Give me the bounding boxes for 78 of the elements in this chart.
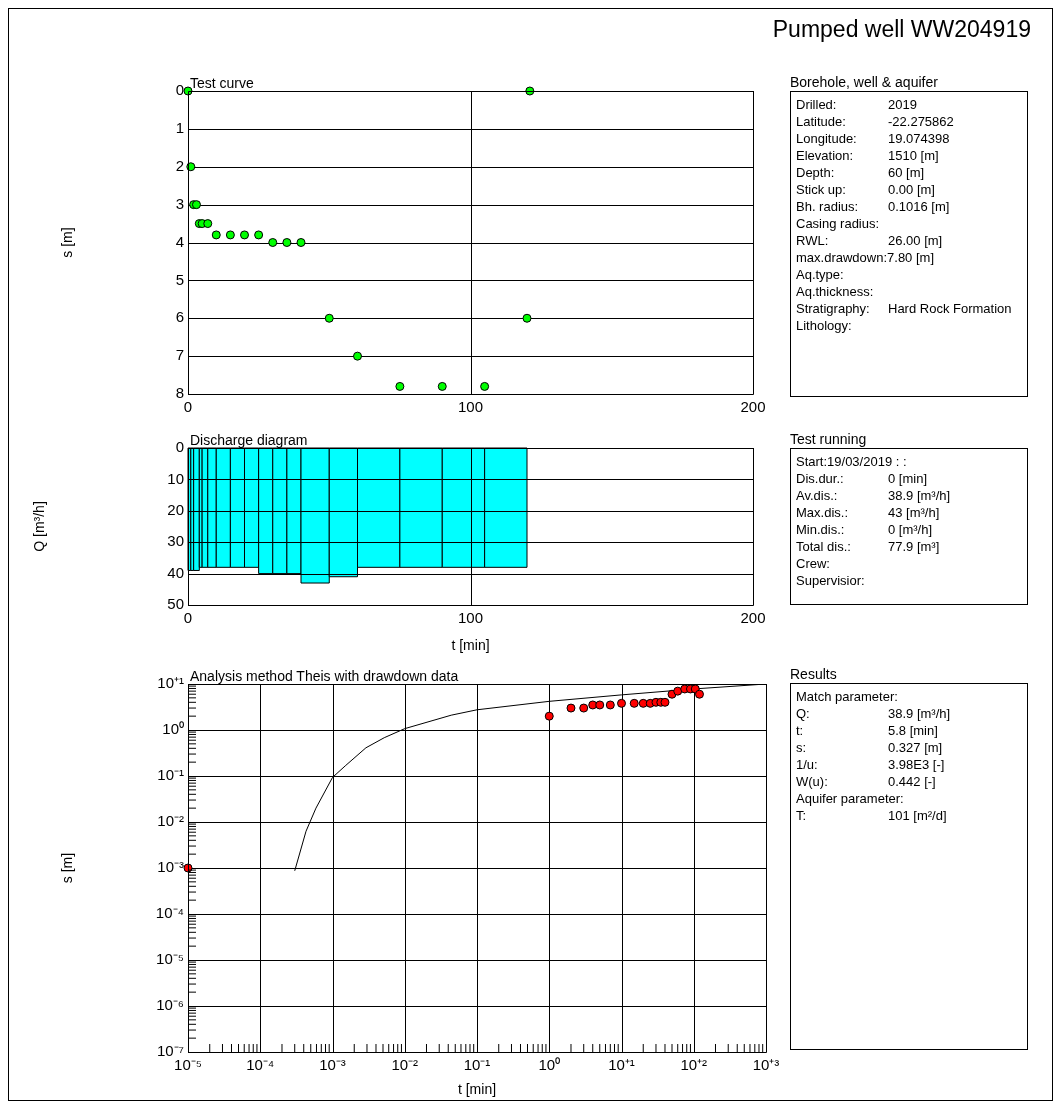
y-tick-label: 40	[167, 563, 184, 581]
x-tick-label: 200	[740, 608, 766, 626]
text: W(u): 0.442 [-]	[796, 774, 936, 789]
text: Aq.type:	[796, 266, 844, 283]
text: Max.dis.: 43 [m³/h]	[796, 505, 940, 520]
y-tick-label: 20	[167, 500, 184, 518]
text: Av.dis.: 38.9 [m³/h]	[796, 488, 951, 503]
text: RWL: 26.00 [m]	[796, 233, 943, 248]
x-tick-label: 200	[740, 397, 766, 415]
chart-title: Analysis method Theis with drawdown data	[190, 667, 459, 684]
y-tick-label: 10⁻⁶	[156, 996, 184, 1014]
text: Lithology:	[796, 317, 852, 334]
text: Stratigraphy: Hard Rock Formation	[796, 301, 1012, 316]
text: Elevation: 1510 [m]	[796, 148, 939, 163]
text: Results	[790, 665, 838, 683]
x-tick-label: 100	[457, 608, 484, 626]
text: Aquifer parameter:	[796, 790, 904, 807]
text: s: 0.327 [m]	[796, 740, 943, 755]
text: Casing radius:	[796, 215, 880, 232]
y-tick-label: 8	[175, 384, 184, 402]
text: Supervisior:	[796, 572, 865, 589]
y-tick-label: 2	[175, 156, 184, 174]
y-tick-label: 10⁺¹	[157, 674, 184, 692]
text: Longitude: 19.074398	[796, 131, 950, 146]
text: T: 101 [m²/d]	[796, 808, 947, 823]
text: Q: 38.9 [m³/h]	[796, 706, 951, 721]
y-tick-label: 10⁰	[162, 720, 184, 738]
x-tick-label: 10⁻³	[319, 1055, 346, 1073]
y-tick-label: 10⁻²	[157, 812, 184, 830]
chart-title: Discharge diagram	[190, 431, 308, 448]
y-axis-title: Q [m³/h]	[30, 501, 47, 552]
text: max.drawdown:7.80 [m]	[796, 249, 935, 266]
text: Aq.thickness:	[796, 283, 874, 300]
text: Pumped well WW204919	[772, 16, 1031, 43]
y-tick-label: 10⁻⁴	[155, 904, 184, 922]
x-tick-label: 10⁰	[538, 1055, 561, 1073]
text: Test running	[790, 430, 868, 448]
y-tick-label: 3	[175, 194, 184, 212]
y-tick-label: 30	[167, 532, 184, 550]
text: Stick up: 0.00 [m]	[796, 182, 935, 197]
chart-title: Test curve	[190, 74, 255, 91]
y-tick-label: 7	[175, 346, 184, 364]
y-tick-label: 6	[175, 308, 184, 326]
text: Latitude: -22.275862	[796, 114, 954, 129]
y-tick-label: 1	[175, 119, 184, 137]
x-axis-title: t [min]	[451, 636, 490, 653]
x-tick-label: 10⁻¹	[463, 1055, 491, 1073]
y-tick-label: 10⁻¹	[157, 766, 184, 784]
x-tick-label: 10⁺²	[680, 1055, 708, 1073]
text: 1/u: 3.98E3 [-]	[796, 757, 945, 772]
x-tick-label: 10⁺¹	[608, 1055, 635, 1073]
text: Crew:	[796, 555, 830, 572]
text: t: 5.8 [min]	[796, 723, 938, 738]
y-axis-title: s [m]	[58, 227, 75, 258]
y-tick-label: 0	[175, 81, 184, 99]
text: Depth: 60 [m]	[796, 165, 925, 180]
y-tick-label: 10	[167, 469, 184, 487]
text: Total dis.: 77.9 [m³]	[796, 539, 940, 554]
text: Start:19/03/2019 : :	[796, 453, 907, 470]
x-tick-label: 10⁻⁴	[246, 1055, 275, 1073]
x-tick-label: 10⁺³	[752, 1055, 780, 1073]
text: Dis.dur.: 0 [min]	[796, 471, 928, 486]
text: Drilled: 2019	[796, 97, 917, 112]
y-tick-label: 4	[175, 232, 184, 250]
text: Bh. radius: 0.1016 [m]	[796, 199, 950, 214]
y-tick-label: 10⁻⁷	[156, 1042, 184, 1060]
text: Borehole, well & aquifer	[790, 73, 939, 91]
y-tick-label: 10⁻³	[157, 858, 184, 876]
x-tick-label: 10⁻²	[391, 1055, 419, 1073]
y-tick-label: 0	[175, 438, 184, 456]
y-tick-label: 50	[167, 595, 184, 613]
y-axis-title: s [m]	[58, 852, 75, 884]
x-axis-title: t [min]	[457, 1080, 497, 1097]
y-tick-label: 5	[175, 270, 184, 288]
y-tick-label: 10⁻⁵	[156, 950, 184, 968]
x-tick-label: 100	[457, 397, 484, 415]
text: Match parameter:	[796, 688, 898, 705]
text: Min.dis.: 0 [m³/h]	[796, 522, 933, 537]
